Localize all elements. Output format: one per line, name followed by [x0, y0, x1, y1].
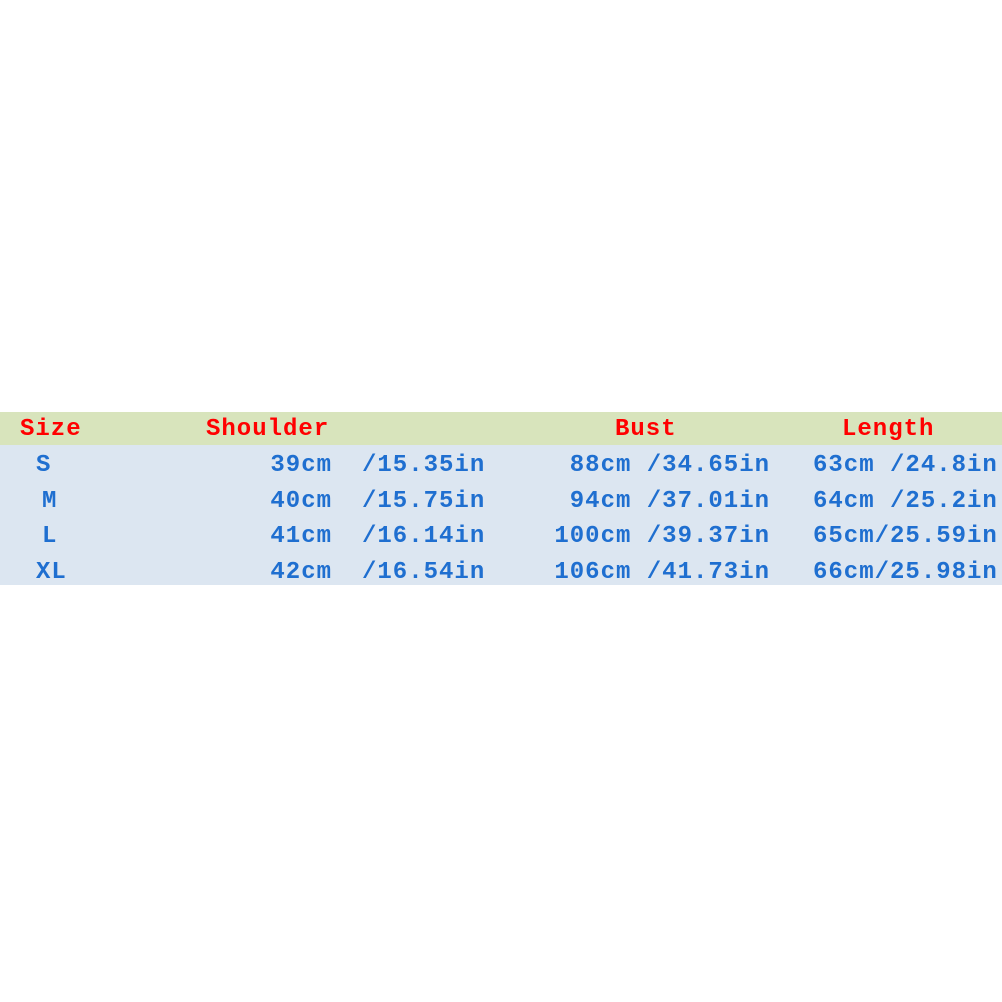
cell-shoulder-in: /16.54in: [362, 558, 486, 586]
cell-bust: 100cm /39.37in: [554, 523, 770, 550]
cell-shoulder-cm: 39cm: [270, 452, 332, 479]
header-bust: Bust: [615, 416, 677, 443]
header-length: Length: [842, 416, 935, 443]
cell-length: 66cm/25.98in: [813, 558, 998, 586]
table-header-band: [0, 412, 1002, 445]
cell-bust: 106cm /41.73in: [554, 558, 770, 586]
cell-length: 65cm/25.59in: [813, 523, 998, 550]
cell-shoulder-cm: 40cm: [270, 487, 332, 515]
cell-size: S: [36, 452, 52, 479]
cell-bust: 88cm /34.65in: [569, 452, 770, 479]
cell-shoulder-in: /15.35in: [362, 452, 486, 479]
cell-shoulder-in: /15.75in: [362, 487, 486, 515]
cell-shoulder-cm: 41cm: [270, 523, 332, 550]
cell-shoulder-in: /16.14in: [362, 523, 486, 550]
header-shoulder: Shoulder: [206, 416, 330, 443]
cell-shoulder-cm: 42cm: [270, 558, 332, 586]
table-body-band: [0, 445, 1002, 585]
cell-size: L: [42, 523, 58, 550]
cell-length: 64cm /25.2in: [813, 487, 998, 515]
header-size: Size: [20, 416, 82, 443]
cell-length: 63cm /24.8in: [813, 452, 998, 479]
cell-bust: 94cm /37.01in: [569, 487, 770, 515]
cell-size: M: [42, 487, 58, 515]
cell-size: XL: [36, 558, 67, 586]
